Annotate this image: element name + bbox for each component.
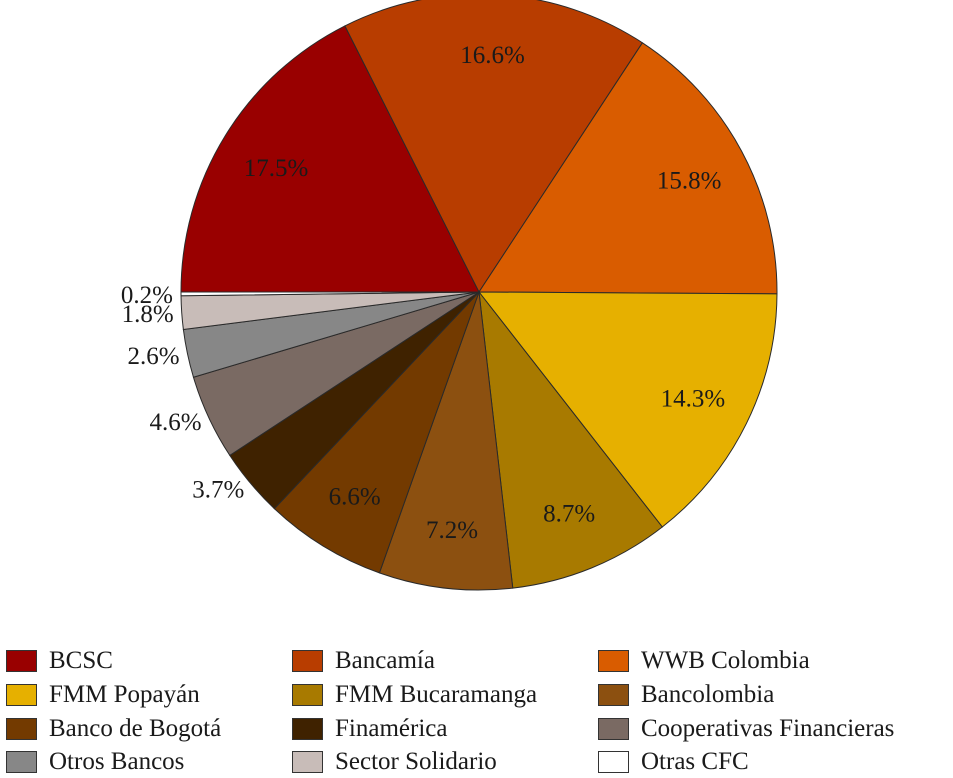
slice-label-wwb-colombia: 15.8% xyxy=(657,167,722,194)
legend-item-cooperativas-financieras: Cooperativas Financieras xyxy=(598,714,894,744)
pie-slice-wwb-colombia xyxy=(478,42,778,295)
legend-label: FMM Bucaramanga xyxy=(335,681,538,708)
legend-swatch xyxy=(292,684,323,706)
legend-label: Bancolombia xyxy=(641,681,775,708)
pie-chart: 17.5% 16.6% 15.8% 14.3% 8.7% 7.2% 6.6% 3.7% 4.6%… xyxy=(121,0,778,591)
slice-label-otras-cfc: 0.2% xyxy=(121,282,173,309)
slice-label-cooperativas-financieras: 4.6% xyxy=(149,409,201,436)
legend-label: BCSC xyxy=(49,647,113,674)
slice-label-bancolombia: 7.2% xyxy=(426,517,478,544)
legend-swatch xyxy=(6,751,37,773)
legend-swatch xyxy=(292,650,323,672)
legend-label: Bancamía xyxy=(335,647,435,674)
legend-swatch xyxy=(598,718,629,740)
pie-slice-fmm-bucaramanga xyxy=(478,290,663,589)
legend-item-fmm-bucaramanga: FMM Bucaramanga xyxy=(292,680,537,710)
slice-label-sector-solidario: 1.8% xyxy=(122,301,174,328)
legend-item-otros-bancos: Otros Bancos xyxy=(6,747,184,777)
legend-label: FMM Popayán xyxy=(49,681,200,708)
slice-label-fmm-bucaramanga: 8.7% xyxy=(543,501,595,528)
slice-label-bancamia: 16.6% xyxy=(460,42,525,69)
legend-item-bancamia: Bancamía xyxy=(292,646,435,676)
legend-item-banco-de-bogota: Banco de Bogotá xyxy=(6,714,221,744)
slice-label-banco-de-bogota: 6.6% xyxy=(329,483,381,510)
legend-swatch xyxy=(598,751,629,773)
legend-label: Banco de Bogotá xyxy=(49,715,222,742)
legend-swatch xyxy=(598,650,629,672)
pie-slice-bancamia xyxy=(344,0,644,293)
legend-swatch xyxy=(6,718,37,740)
legend-swatch xyxy=(6,684,37,706)
pie-slice-fmm-popayan xyxy=(477,291,778,528)
slice-label-fmm-popayan: 14.3% xyxy=(661,385,726,412)
legend-item-sector-solidario: Sector Solidario xyxy=(292,747,497,777)
legend-label: Otros Bancos xyxy=(49,748,185,775)
legend-label: Cooperativas Financieras xyxy=(641,715,895,742)
legend-item-bcsc: BCSC xyxy=(6,646,113,676)
legend-swatch xyxy=(598,684,629,706)
legend-label: WWB Colombia xyxy=(641,647,810,674)
legend-swatch xyxy=(292,751,323,773)
legend-swatch xyxy=(6,650,37,672)
legend-item-finamerica: Finamérica xyxy=(292,714,447,744)
legend-label: Otras CFC xyxy=(641,748,749,775)
pie-slice-bcsc xyxy=(180,25,480,293)
pie-slice-otras-cfc xyxy=(180,291,480,297)
legend-swatch xyxy=(292,718,323,740)
pie-slice-banco-de-bogota xyxy=(273,291,480,574)
legend-item-wwb-colombia: WWB Colombia xyxy=(598,646,810,676)
legend-item-otras-cfc: Otras CFC xyxy=(598,747,749,777)
pie-slice-bancolombia xyxy=(378,291,514,591)
legend-label: Sector Solidario xyxy=(335,748,497,775)
slice-label-finamerica: 3.7% xyxy=(192,476,244,503)
slice-label-otros-bancos: 2.6% xyxy=(128,343,180,370)
legend-label: Finamérica xyxy=(335,715,448,742)
legend-item-fmm-popayan: FMM Popayán xyxy=(6,680,200,710)
slice-label-bcsc: 17.5% xyxy=(244,155,309,182)
legend-item-bancolombia: Bancolombia xyxy=(598,680,774,710)
